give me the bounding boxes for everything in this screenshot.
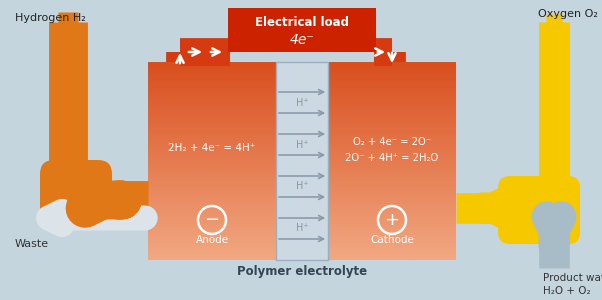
Text: Hydrogen H₂: Hydrogen H₂: [15, 13, 85, 23]
Text: Electrical load: Electrical load: [255, 16, 349, 28]
Text: H⁺: H⁺: [296, 98, 308, 108]
Text: H⁺: H⁺: [296, 140, 308, 150]
Text: Waste: Waste: [15, 239, 49, 249]
Text: H₂O + O₂: H₂O + O₂: [543, 286, 591, 296]
Text: Anode: Anode: [196, 235, 229, 245]
Text: Polymer electrolyte: Polymer electrolyte: [237, 266, 367, 278]
Bar: [276, 62, 328, 260]
Text: H⁺: H⁺: [296, 223, 308, 233]
Bar: [228, 8, 376, 52]
Text: H⁺: H⁺: [296, 181, 308, 191]
Text: 2O⁻ + 4H⁺ = 2H₂O: 2O⁻ + 4H⁺ = 2H₂O: [346, 153, 439, 163]
Text: Cathode: Cathode: [370, 235, 414, 245]
Text: O₂ + 4e⁻ = 2O⁻: O₂ + 4e⁻ = 2O⁻: [353, 137, 431, 147]
FancyBboxPatch shape: [498, 176, 580, 244]
Text: 2H₂ + 4e⁻ = 4H⁺: 2H₂ + 4e⁻ = 4H⁺: [169, 143, 256, 153]
Text: 4e⁻: 4e⁻: [290, 33, 314, 47]
Text: −: −: [205, 211, 220, 229]
Text: +: +: [385, 211, 400, 229]
Text: Product water: Product water: [543, 273, 602, 283]
Text: Oxygen O₂: Oxygen O₂: [538, 9, 598, 19]
FancyBboxPatch shape: [40, 160, 112, 228]
